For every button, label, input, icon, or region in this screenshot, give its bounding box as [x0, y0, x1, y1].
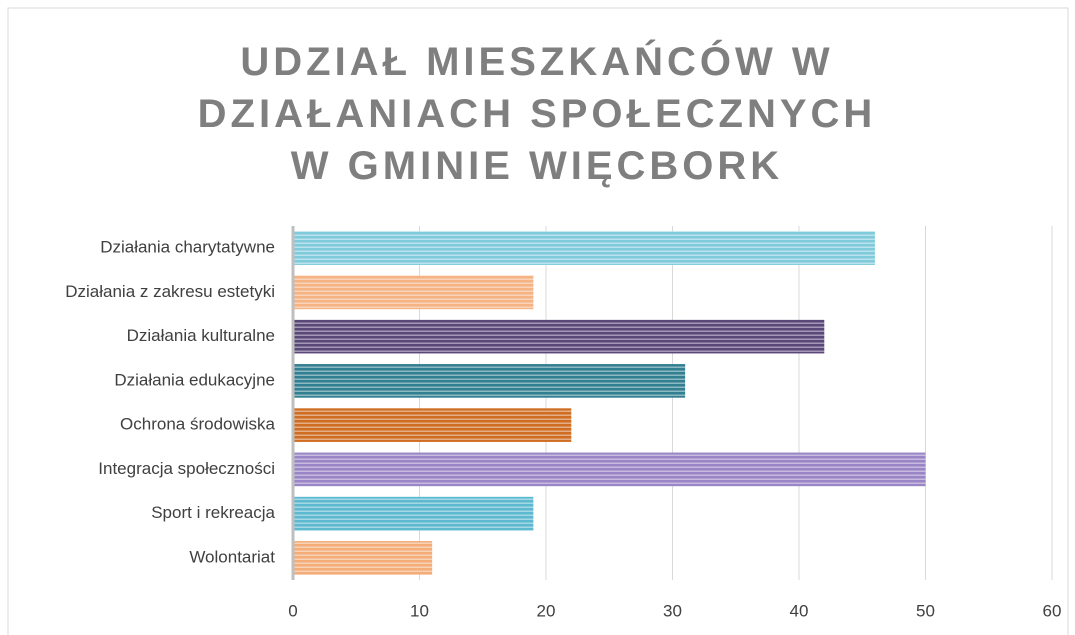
x-tick-label: 50: [916, 601, 935, 620]
bar: [293, 231, 875, 265]
x-tick-label: 40: [790, 601, 809, 620]
chart-title: UDZIAŁ MIESZKAŃCÓW W DZIAŁANIACH SPOŁECZ…: [197, 40, 877, 188]
x-tick-label: 0: [288, 601, 297, 620]
bar: [293, 541, 433, 575]
bar: [293, 408, 572, 442]
y-tick-label: Działania kulturalne: [127, 326, 275, 345]
bar: [293, 275, 534, 310]
bar: [293, 496, 534, 531]
x-tick-label: 20: [537, 601, 556, 620]
x-tick-label: 10: [410, 601, 429, 620]
y-tick-label: Integracja społeczności: [98, 459, 275, 478]
x-tick-label: 60: [1043, 601, 1062, 620]
x-tick-label: 30: [663, 601, 682, 620]
y-tick-label: Działania z zakresu estetyki: [65, 282, 275, 301]
y-tick-label: Działania charytatywne: [100, 238, 275, 257]
chart-border: [7, 7, 1069, 635]
y-tick-label: Działania edukacyjne: [114, 370, 275, 389]
bar: [293, 319, 825, 354]
y-tick-label: Sport i rekreacja: [151, 503, 275, 522]
bar: [293, 364, 686, 398]
y-tick-label: Wolontariat: [189, 547, 275, 566]
bar: [293, 452, 926, 487]
y-tick-label: Ochrona środowiska: [120, 415, 276, 434]
